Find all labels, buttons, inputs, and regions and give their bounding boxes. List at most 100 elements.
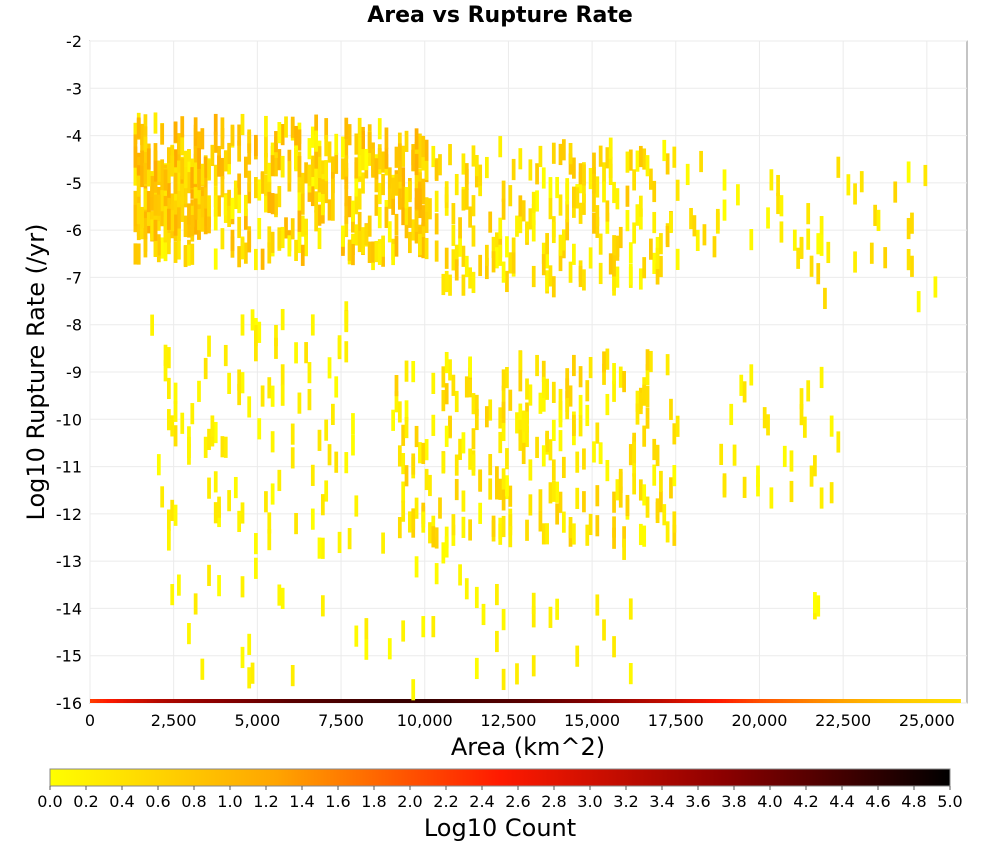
band-cell (515, 699, 520, 703)
heat-cell (401, 145, 406, 167)
heat-cell (762, 407, 767, 429)
band-cell (531, 699, 536, 703)
heat-cell (655, 444, 660, 466)
heat-cell (183, 150, 188, 172)
heat-cell (354, 193, 359, 215)
heat-cell (344, 452, 349, 474)
heat-cell (166, 221, 171, 243)
x-tick-label: 7,500 (318, 711, 364, 730)
heat-cell (166, 233, 171, 255)
band-cell (387, 699, 392, 703)
heat-cell (280, 587, 285, 609)
colorbar-tick-label: 2.6 (505, 792, 530, 811)
band-cell (347, 699, 352, 703)
band-cell (659, 699, 663, 703)
band-cell (762, 699, 767, 703)
heat-cell (237, 124, 242, 146)
heat-cell (173, 504, 178, 526)
heat-cell (307, 138, 312, 160)
heat-cell (638, 145, 643, 168)
band-cell (595, 699, 600, 703)
band-cell (953, 699, 958, 703)
heat-cell (535, 436, 539, 459)
heat-cell (166, 409, 171, 431)
band-cell (836, 699, 841, 703)
heat-cell (551, 419, 556, 442)
heat-cell (143, 152, 148, 174)
heat-cell (254, 177, 258, 199)
heat-cell (170, 415, 175, 437)
heat-cell (618, 366, 623, 388)
band-cell (133, 699, 138, 703)
heat-cell (310, 508, 315, 530)
heat-cell (133, 122, 138, 144)
band-cell (501, 699, 506, 703)
heat-cell (160, 486, 165, 508)
band-cell (732, 699, 737, 703)
heat-cell (582, 491, 586, 513)
heat-cell (260, 385, 265, 407)
colorbar-tick-label: 4.0 (757, 792, 782, 811)
heat-cell (923, 164, 928, 187)
heat-cell (799, 236, 804, 259)
heat-cell (347, 239, 352, 261)
heat-cell (150, 189, 154, 211)
heat-cell (310, 126, 315, 148)
heat-cell (565, 398, 570, 420)
band-cell (936, 699, 941, 703)
heat-cell (237, 383, 242, 406)
heat-cell (662, 504, 667, 526)
band-cell (150, 699, 155, 703)
heat-cell (287, 235, 292, 257)
x-tick-label: 17,500 (648, 711, 704, 730)
heat-cell (377, 182, 382, 205)
heat-cell (401, 620, 406, 642)
heat-cell (645, 349, 650, 371)
heat-cell (468, 206, 472, 228)
heat-cell (374, 194, 379, 216)
heat-cell (146, 165, 151, 187)
heat-cell (177, 172, 181, 194)
band-cell (240, 699, 245, 703)
band-cell (233, 699, 238, 703)
band-cell (314, 699, 319, 703)
heat-cell (190, 243, 195, 265)
heat-cell (247, 633, 252, 655)
heat-cell (448, 144, 452, 166)
band-cell (926, 699, 931, 703)
heat-cell (418, 133, 422, 155)
heat-cell (270, 142, 275, 164)
band-cell (441, 699, 446, 703)
heat-cell (575, 187, 580, 209)
y-tick-label: -13 (56, 552, 82, 571)
heat-cell (809, 255, 814, 277)
heat-cell (401, 167, 406, 189)
y-axis-ticks: -2 -3 -4 -5 -6 -7 -8 -9 -10 -11 -12 -13 -14 -15 -16 (56, 32, 82, 713)
heat-cell (254, 248, 258, 271)
band-cell (705, 699, 710, 703)
heat-cell (528, 159, 533, 181)
heat-cell (749, 228, 754, 251)
heat-cell (608, 253, 613, 275)
heat-cell (237, 369, 242, 391)
heat-cell (632, 441, 637, 463)
colorbar-tick-label: 2.0 (397, 792, 422, 811)
heat-cell (508, 526, 513, 548)
band-cell (856, 699, 861, 703)
band-cell (217, 699, 222, 703)
heat-cell (264, 191, 268, 213)
band-cell (230, 699, 235, 703)
heat-cell (468, 519, 472, 541)
band-cell (792, 699, 797, 703)
band-cell (709, 699, 714, 703)
band-cell (608, 699, 613, 703)
heat-cell (257, 179, 262, 201)
heat-cell (297, 190, 302, 212)
heat-cell (274, 193, 278, 215)
band-cell (508, 699, 513, 703)
colorbar-tick-label: 4.2 (793, 792, 818, 811)
heat-cell (183, 182, 188, 204)
heat-cell (203, 436, 208, 458)
heat-cell (702, 224, 707, 246)
heat-cell (665, 521, 670, 543)
